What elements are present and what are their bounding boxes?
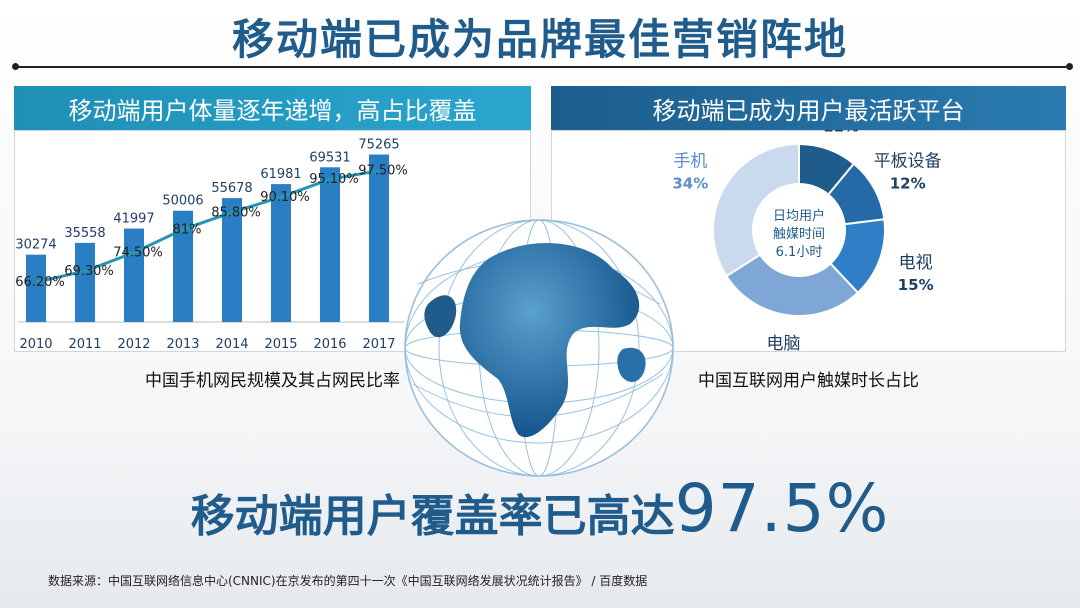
line-value-label-2010: 66.20% bbox=[15, 275, 65, 290]
title-divider bbox=[16, 66, 1066, 68]
bar-2017 bbox=[369, 154, 389, 322]
bar-value-label-2015: 61981 bbox=[260, 167, 301, 182]
donut-value-1: 12% bbox=[890, 174, 926, 192]
coverage-value: 97.5% bbox=[674, 470, 890, 547]
coverage-headline: 移动端用户覆盖率已高达97.5% bbox=[0, 470, 1080, 547]
penetration-trend-line bbox=[35, 169, 380, 284]
bar-value-label-2010: 30274 bbox=[15, 238, 56, 253]
line-value-label-2014: 85.80% bbox=[211, 205, 261, 220]
bar-2011 bbox=[75, 242, 95, 322]
page-title: 移动端已成为品牌最佳营销阵地 bbox=[231, 15, 848, 64]
bar-value-label-2014: 55678 bbox=[211, 181, 252, 196]
x-tick-label-2010: 2010 bbox=[19, 337, 52, 352]
bar-2014 bbox=[222, 198, 242, 322]
bar-value-label-2011: 35558 bbox=[64, 226, 105, 241]
bar-2013 bbox=[173, 210, 193, 322]
bar-2016 bbox=[320, 167, 340, 322]
donut-label-1: 平板设备 bbox=[874, 151, 942, 171]
x-tick-label-2016: 2016 bbox=[313, 337, 346, 352]
left-chart-caption: 中国手机网民规模及其占网民比率 bbox=[145, 371, 400, 391]
globe-image bbox=[404, 219, 674, 477]
bar-value-label-2016: 69531 bbox=[309, 150, 350, 165]
coverage-label: 移动端用户覆盖率已高达 bbox=[190, 491, 675, 542]
media-time-donut-chart: 日均用户 触媒时间 6.1小时 其他11%平板设备12%电视15%电脑28%手机… bbox=[672, 130, 942, 352]
line-value-label-2017: 97.50% bbox=[358, 164, 408, 179]
donut-value-4: 34% bbox=[672, 174, 708, 192]
line-value-label-2012: 74.50% bbox=[113, 246, 163, 261]
bar-2015 bbox=[271, 184, 291, 322]
line-value-label-2016: 95.10% bbox=[309, 172, 359, 187]
divider-dot-right bbox=[1066, 63, 1073, 70]
x-tick-label-2013: 2013 bbox=[166, 337, 199, 352]
line-value-label-2011: 69.30% bbox=[64, 264, 114, 279]
x-tick-label-2014: 2014 bbox=[215, 337, 248, 352]
mobile-users-bar-chart: 30274 35558 41997 50006 55678 61981 69531 75265… bbox=[15, 138, 408, 352]
bar-value-label-2017: 75265 bbox=[358, 138, 399, 153]
donut-label-2: 电视 bbox=[899, 253, 933, 273]
divider-dot-left bbox=[12, 63, 19, 70]
data-source-note: 数据来源：中国互联网络信息中心(CNNIC)在京发布的第四十一次《中国互联网络发… bbox=[48, 574, 648, 588]
right-panel-header: 移动端已成为用户最活跃平台 bbox=[551, 86, 1066, 130]
line-value-label-2015: 90.10% bbox=[260, 190, 310, 205]
x-tick-label-2011: 2011 bbox=[68, 337, 101, 352]
donut-value-0: 11% bbox=[823, 130, 859, 135]
line-value-label-2013: 81% bbox=[173, 222, 202, 237]
bar-value-label-2012: 41997 bbox=[113, 212, 154, 227]
x-tick-label-2017: 2017 bbox=[362, 337, 395, 352]
donut-label-4: 手机 bbox=[673, 151, 707, 171]
donut-label-3: 电脑 bbox=[766, 334, 800, 352]
bar-value-label-2013: 50006 bbox=[162, 194, 203, 209]
donut-center-line2: 触媒时间 bbox=[773, 227, 825, 242]
x-tick-label-2015: 2015 bbox=[264, 337, 297, 352]
bar-2010 bbox=[26, 254, 46, 322]
right-chart-caption: 中国互联网用户触媒时长占比 bbox=[698, 371, 919, 391]
donut-value-2: 15% bbox=[898, 276, 934, 294]
bar-2012 bbox=[124, 228, 144, 322]
left-panel-header: 移动端用户体量逐年递增，高占比覆盖 bbox=[14, 86, 531, 130]
donut-center-line1: 日均用户 bbox=[773, 208, 825, 224]
x-tick-label-2012: 2012 bbox=[117, 337, 150, 352]
donut-center-line3: 6.1小时 bbox=[776, 245, 823, 260]
donut-hole bbox=[752, 183, 846, 277]
